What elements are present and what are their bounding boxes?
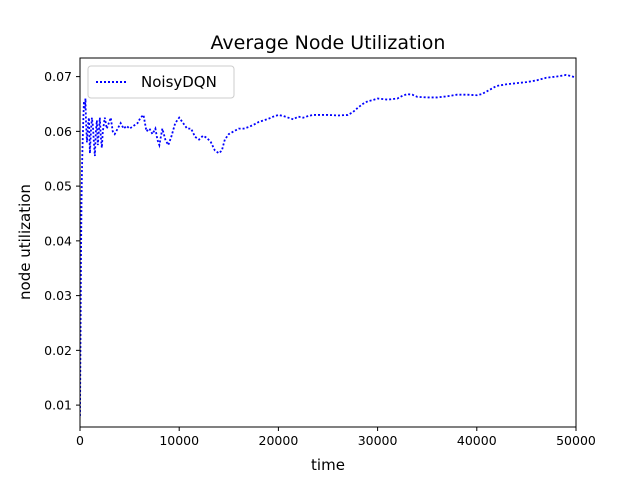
plot-area	[79, 57, 577, 428]
x-axis: 0 10000 20000 30000 40000 50000	[76, 427, 596, 448]
x-axis-label: time	[311, 456, 345, 474]
y-tick-label: 0.01	[44, 398, 72, 413]
y-axis-label: node utilization	[16, 184, 34, 300]
legend-label: NoisyDQN	[141, 73, 217, 91]
y-tick-label: 0.02	[44, 343, 72, 358]
y-tick-label: 0.03	[44, 288, 72, 303]
x-tick-label: 20000	[259, 433, 299, 448]
series-line-noisydqn	[80, 74, 576, 417]
x-tick-label: 30000	[358, 433, 398, 448]
y-tick-label: 0.06	[44, 124, 72, 139]
y-tick-label: 0.07	[44, 69, 72, 84]
x-tick-label: 0	[76, 433, 84, 448]
y-tick-label: 0.05	[44, 179, 72, 194]
y-axis: 0.01 0.02 0.03 0.04 0.05 0.06 0.07	[44, 69, 80, 413]
x-tick-label: 40000	[457, 433, 497, 448]
series-layer	[80, 74, 576, 417]
x-tick-label: 50000	[556, 433, 596, 448]
plot-frame	[79, 57, 577, 428]
x-tick-label: 10000	[159, 433, 199, 448]
legend-box	[87, 65, 235, 99]
legend: NoisyDQN	[87, 65, 235, 99]
y-tick-label: 0.04	[44, 233, 72, 248]
chart-title: Average Node Utilization	[211, 32, 446, 54]
